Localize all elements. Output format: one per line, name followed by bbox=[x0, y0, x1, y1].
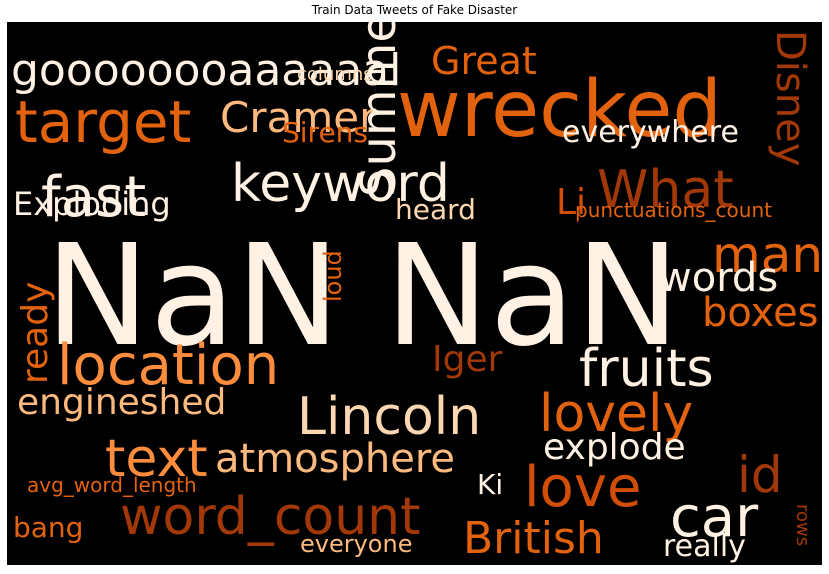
word-lovely: lovely bbox=[539, 384, 693, 444]
word-word-count: word_count bbox=[120, 487, 421, 547]
word-iger: Iger bbox=[432, 339, 503, 380]
word-rows: rows bbox=[792, 504, 813, 546]
word-nan-nan: NaN NaN bbox=[45, 215, 680, 378]
word-atmosphere: atmosphere bbox=[215, 436, 455, 482]
word-boxes: boxes bbox=[702, 290, 819, 336]
word-words: words bbox=[659, 255, 778, 301]
word-bang: bang bbox=[13, 511, 83, 544]
word-car: car bbox=[670, 485, 759, 550]
word-sirens: Sirens bbox=[282, 116, 368, 149]
word-wrecked: wrecked bbox=[397, 65, 722, 155]
word-id: id bbox=[737, 446, 783, 504]
word-everyone: everyone bbox=[300, 530, 412, 558]
word-really: really bbox=[663, 529, 746, 564]
word-disney: Disney bbox=[767, 30, 813, 166]
word-ki: Ki bbox=[477, 468, 503, 501]
chart-title: Train Data Tweets of Fake Disaster bbox=[311, 3, 518, 17]
word-columns: columns bbox=[297, 64, 373, 85]
word-loud: loud bbox=[319, 250, 347, 302]
word-punctuations-count: punctuations_count bbox=[575, 198, 772, 222]
word-fruits: fruits bbox=[579, 339, 714, 399]
word-great: Great bbox=[431, 39, 537, 83]
word-what: What bbox=[597, 160, 734, 220]
word-fast: fast bbox=[41, 165, 146, 230]
word-location: location bbox=[57, 333, 279, 398]
word-everywhere: everywhere bbox=[562, 115, 739, 150]
word-goooooooaaaaaal: goooooooaaaaaal bbox=[11, 45, 401, 96]
word-cramer: Cramer bbox=[220, 93, 377, 142]
word-exploding: Exploding bbox=[13, 185, 171, 223]
word-keyword: keyword bbox=[231, 154, 450, 214]
word-summer: Summer bbox=[351, 22, 407, 197]
word-target: target bbox=[15, 88, 191, 156]
word-heard: heard bbox=[395, 193, 476, 226]
word-ready: ready bbox=[15, 282, 56, 384]
word-li: Li bbox=[556, 182, 586, 223]
word-engineshed: engineshed bbox=[17, 382, 226, 423]
word-text: text bbox=[105, 429, 208, 489]
word-lincoln: Lincoln bbox=[297, 387, 481, 447]
word-british: British bbox=[463, 513, 604, 564]
word-explode: explode bbox=[543, 427, 686, 468]
word-avg-word-length: avg_word_length bbox=[27, 473, 197, 497]
word-man: man bbox=[712, 226, 822, 284]
word-love: love bbox=[524, 455, 641, 520]
wordcloud-area: NaN NaN wrecked goooooooaaaaaal target Crame… bbox=[7, 22, 822, 565]
